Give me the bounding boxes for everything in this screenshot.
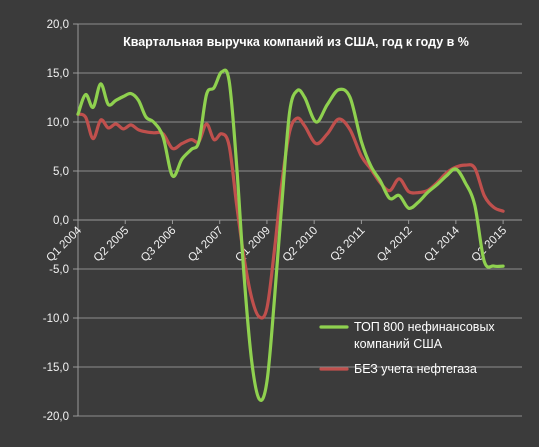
y-tick-label: 0,0 (53, 215, 69, 227)
y-tick-label: 10,0 (47, 117, 69, 129)
y-tick-label: -20,0 (43, 411, 69, 423)
legend-entry-ex-oil-gas: БЕЗ учета нефтегаза (319, 362, 477, 376)
y-tick-label: -10,0 (43, 313, 69, 325)
x-tick-label: Q1 2004 (44, 224, 84, 264)
y-tick-label: 5,0 (53, 166, 69, 178)
x-tick-label: Q2 2005 (92, 225, 132, 265)
x-tick-label: Q3 2011 (328, 225, 367, 264)
x-tick-label: Q4 2007 (186, 225, 226, 265)
y-tick-label: -15,0 (43, 362, 69, 374)
x-tick-label: Q2 2010 (281, 225, 321, 265)
y-tick-label: 15,0 (47, 68, 69, 80)
y-tick-label: 20,0 (47, 19, 69, 31)
chart-title: Квартальная выручка компаний из США, год… (123, 35, 469, 49)
y-tick-label: -5,0 (49, 264, 69, 276)
legend: ТОП 800 нефинансовых компаний США БЕЗ учет… (319, 320, 495, 376)
series-line-top800 (76, 68, 505, 402)
legend-entry-top800: ТОП 800 нефинансовых компаний США (319, 320, 495, 351)
legend-label: БЕЗ учета нефтегаза (354, 362, 477, 376)
x-tick-label: Q3 2006 (139, 225, 179, 265)
series-layer (76, 68, 505, 402)
x-tick-label: Q4 2012 (375, 225, 415, 265)
x-tick-label: Q1 2014 (422, 224, 462, 264)
legend-label: ТОП 800 нефинансовых компаний США (354, 320, 495, 351)
series-line-ex-oil-gas (76, 112, 505, 320)
x-tick-label: Q2 2015 (470, 225, 510, 265)
